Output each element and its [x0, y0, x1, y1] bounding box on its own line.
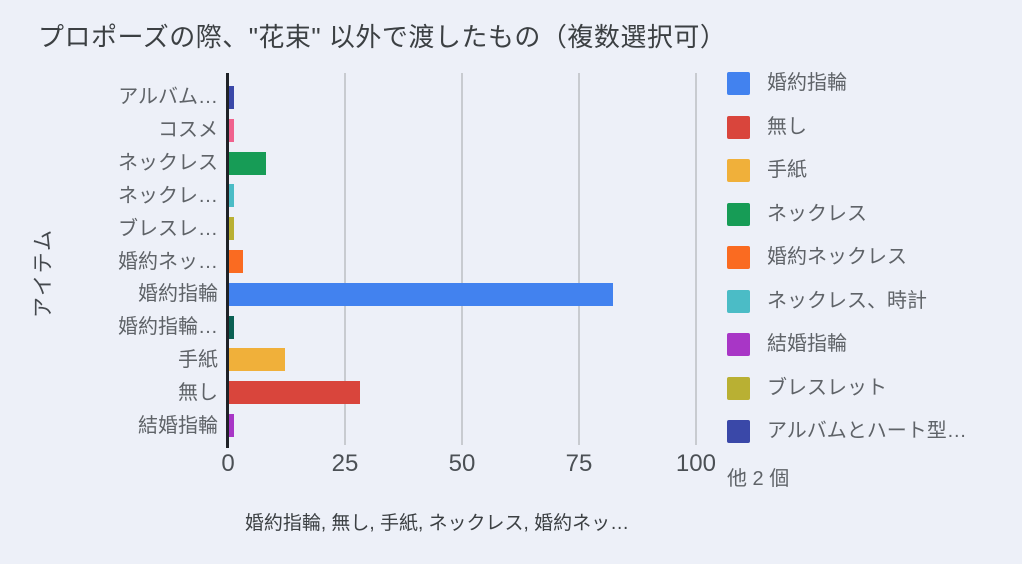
bar: [229, 381, 361, 405]
bar: [229, 315, 234, 339]
legend-swatch: [727, 289, 750, 313]
bar: [229, 118, 234, 142]
category-label: ネックレス: [118, 152, 218, 175]
x-tick-label: 25: [331, 450, 359, 477]
legend-item: 無し: [727, 115, 807, 139]
legend-label: 手紙: [767, 159, 807, 181]
x-tick-label: 75: [565, 450, 593, 477]
bar: [229, 184, 234, 208]
category-label: 婚約指輪: [138, 283, 218, 306]
category-label: アルバム…: [118, 86, 218, 109]
bar: [229, 217, 234, 241]
legend-label: ネックレス: [767, 202, 867, 225]
legend-swatch: [727, 115, 750, 139]
y-axis-line: [226, 73, 229, 448]
category-label: 結婚指輪: [138, 414, 218, 437]
gridline: [577, 73, 580, 445]
legend-swatch: [727, 420, 750, 443]
legend-item: ブレスレット: [727, 376, 887, 400]
legend-label: 結婚指輪: [767, 333, 847, 355]
legend-item: 婚約ネックレス: [727, 246, 907, 269]
bar: [229, 250, 244, 273]
gridline: [343, 73, 346, 445]
chart-title: プロポーズの際、"花束" 以外で渡したもの（複数選択可）: [38, 22, 727, 52]
legend-item: 婚約指輪: [727, 72, 847, 95]
category-label: 婚約ネッ…: [118, 250, 218, 273]
legend-item: ネックレス、時計: [727, 289, 927, 313]
gridline: [694, 73, 697, 445]
legend-swatch: [727, 333, 750, 356]
legend-label: ネックレス、時計: [767, 289, 927, 312]
legend-swatch: [727, 246, 750, 269]
legend-swatch: [727, 202, 750, 226]
legend-swatch: [727, 159, 750, 182]
legend-item: 結婚指輪: [727, 333, 847, 356]
category-label: ネックレ…: [118, 184, 218, 207]
bar: [229, 282, 613, 306]
legend-label: アルバムとハート型…: [767, 420, 967, 442]
legend-label: 無し: [767, 115, 807, 138]
x-axis-title: 婚約指輪, 無し, 手紙, ネックレス, 婚約ネッ…: [244, 513, 630, 534]
category-label: 婚約指輪…: [118, 316, 218, 339]
category-label: 無し: [178, 381, 218, 404]
x-tick-label: 50: [448, 450, 476, 477]
category-label: ブレスレ…: [118, 217, 218, 240]
legend-swatch: [727, 376, 750, 400]
category-label: 手紙: [178, 348, 218, 371]
x-tick-label: 0: [221, 450, 235, 477]
gridline: [460, 73, 463, 445]
legend-label: ブレスレット: [767, 376, 887, 399]
x-tick-label: 100: [675, 450, 716, 477]
legend-item: アルバムとハート型…: [727, 420, 967, 443]
category-label: コスメ: [158, 119, 218, 142]
bar: [229, 348, 286, 372]
legend-item: ネックレス: [727, 202, 867, 226]
bar: [229, 85, 234, 109]
bar: [229, 414, 234, 438]
bar: [229, 151, 267, 175]
legend-more-label: 他 2 個: [727, 468, 790, 490]
legend-label: 婚約ネックレス: [767, 246, 907, 268]
legend-swatch: [727, 72, 750, 95]
legend-item: 手紙: [727, 159, 807, 182]
legend-label: 婚約指輪: [767, 72, 847, 94]
